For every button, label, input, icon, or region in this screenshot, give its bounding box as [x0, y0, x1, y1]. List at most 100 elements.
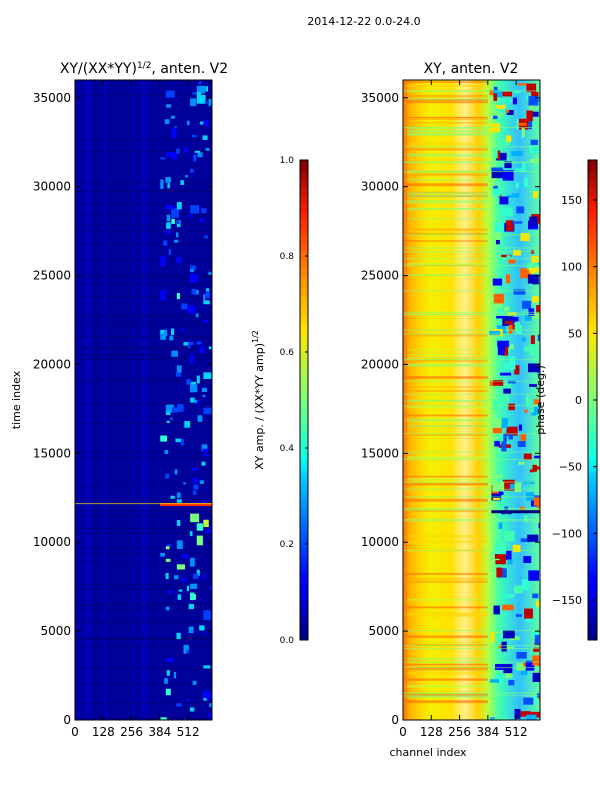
- heatmap-cell: [536, 692, 540, 698]
- heatmap-cell: [506, 255, 511, 258]
- heatmap-cell: [501, 417, 509, 429]
- heatmap-line: [403, 161, 540, 163]
- heatmap-cell: [531, 412, 536, 416]
- heatmap-cell: [502, 99, 513, 103]
- heatmap-line: [403, 116, 488, 118]
- heatmap-cell: [500, 372, 512, 376]
- heatmap-line: [75, 379, 212, 381]
- heatmap-cell: [514, 365, 520, 375]
- heatmap-cell: [511, 150, 523, 156]
- heatmap-line: [403, 580, 488, 583]
- phase-x-tick-label: 256: [448, 725, 471, 739]
- heatmap-cell: [501, 443, 506, 449]
- heatmap-line: [403, 614, 488, 617]
- heatmap-cell: [199, 346, 205, 353]
- heatmap-cell: [176, 220, 180, 224]
- heatmap-cell: [187, 699, 190, 702]
- heatmap-cell: [493, 399, 503, 411]
- phase-colorbar-ticks: −150 −100 −50 0 50 100 150: [552, 194, 597, 607]
- heatmap-line: [403, 678, 488, 681]
- heatmap-cell: [192, 680, 197, 685]
- heatmap-line: [75, 522, 212, 524]
- heatmap-cell: [523, 515, 528, 523]
- heatmap-line: [75, 138, 212, 140]
- amplitude-colorbar-tick-label: 0.6: [280, 348, 295, 358]
- heatmap-line: [75, 324, 212, 326]
- heatmap-cell: [192, 490, 197, 495]
- heatmap-cell: [497, 340, 509, 347]
- heatmap-cell: [525, 660, 535, 671]
- heatmap-line: [75, 702, 212, 704]
- heatmap-cell: [532, 296, 539, 303]
- heatmap-cell: [163, 240, 168, 246]
- heatmap-cell: [500, 139, 510, 146]
- amplitude-panel: XY/(XX*YY)1/2, anten. V2 0 5000 10000 15000…: [10, 61, 309, 739]
- heatmap-line: [403, 129, 488, 133]
- heatmap-cell: [161, 263, 166, 268]
- phase-heatmap-texture: [403, 80, 540, 720]
- heatmap-cell: [520, 670, 528, 676]
- heatmap-cell: [529, 216, 538, 227]
- heatmap-line: [403, 146, 540, 148]
- heatmap-line: [403, 207, 488, 211]
- heatmap-cell: [201, 387, 207, 393]
- phase-x-tick-label: 384: [476, 725, 499, 739]
- heatmap-line: [403, 700, 488, 704]
- phase-colorbar-tick-label: −50: [559, 461, 582, 474]
- heatmap-cell: [199, 219, 204, 223]
- heatmap-cell: [167, 182, 170, 189]
- heatmap-cell: [508, 680, 515, 686]
- heatmap-cell: [517, 441, 526, 448]
- heatmap-cell: [208, 271, 212, 276]
- heatmap-cell: [165, 152, 175, 157]
- heatmap-cell: [183, 649, 186, 655]
- heatmap-cell: [504, 594, 515, 598]
- heatmap-cell: [160, 333, 166, 340]
- heatmap-cell: [500, 717, 509, 720]
- amplitude-y-tick-label: 15000: [33, 446, 71, 460]
- heatmap-cell: [504, 530, 515, 542]
- heatmap-cell: [536, 305, 540, 314]
- heatmap-cell: [196, 341, 202, 345]
- heatmap-cell: [176, 492, 181, 498]
- heatmap-line: [403, 258, 540, 260]
- heatmap-cell: [190, 205, 200, 214]
- heatmap-cell: [516, 651, 527, 659]
- heatmap-cell: [177, 594, 182, 600]
- heatmap-cell: [538, 695, 540, 700]
- heatmap-line: [75, 457, 212, 459]
- heatmap-line: [403, 455, 488, 458]
- heatmap-cell: [503, 433, 507, 442]
- amplitude-y-tick-label: 35000: [33, 91, 71, 105]
- heatmap-cell: [166, 214, 171, 222]
- heatmap-cell: [187, 305, 192, 313]
- heatmap-cell: [188, 626, 194, 634]
- heatmap-line: [75, 335, 212, 337]
- heatmap-cell: [527, 534, 539, 542]
- heatmap-line: [75, 314, 212, 316]
- heatmap-cell: [205, 291, 210, 299]
- heatmap-cell: [537, 438, 540, 443]
- heatmap-cell: [176, 703, 182, 707]
- heatmap-line: [403, 127, 540, 129]
- heatmap-line: [403, 475, 488, 478]
- amplitude-colorbar-tick-label: 0.2: [280, 540, 294, 550]
- heatmap-cell: [201, 444, 208, 452]
- heatmap-cell: [493, 605, 500, 615]
- heatmap-line: [403, 183, 488, 187]
- heatmap-cell: [529, 312, 540, 319]
- heatmap-cell: [495, 542, 506, 548]
- heatmap-line: [75, 347, 212, 349]
- heatmap-cell: [202, 448, 209, 452]
- heatmap-cell: [192, 92, 197, 95]
- heatmap-cell: [492, 481, 505, 492]
- heatmap-cell: [198, 81, 202, 85]
- heatmap-cell: [532, 593, 539, 599]
- heatmap-cell: [189, 531, 193, 537]
- heatmap-line: [75, 620, 212, 622]
- heatmap-cell: [524, 178, 529, 187]
- heatmap-line: [75, 359, 212, 361]
- heatmap-cell: [176, 520, 181, 527]
- heatmap-cell: [521, 300, 532, 309]
- heatmap-cell: [508, 434, 513, 440]
